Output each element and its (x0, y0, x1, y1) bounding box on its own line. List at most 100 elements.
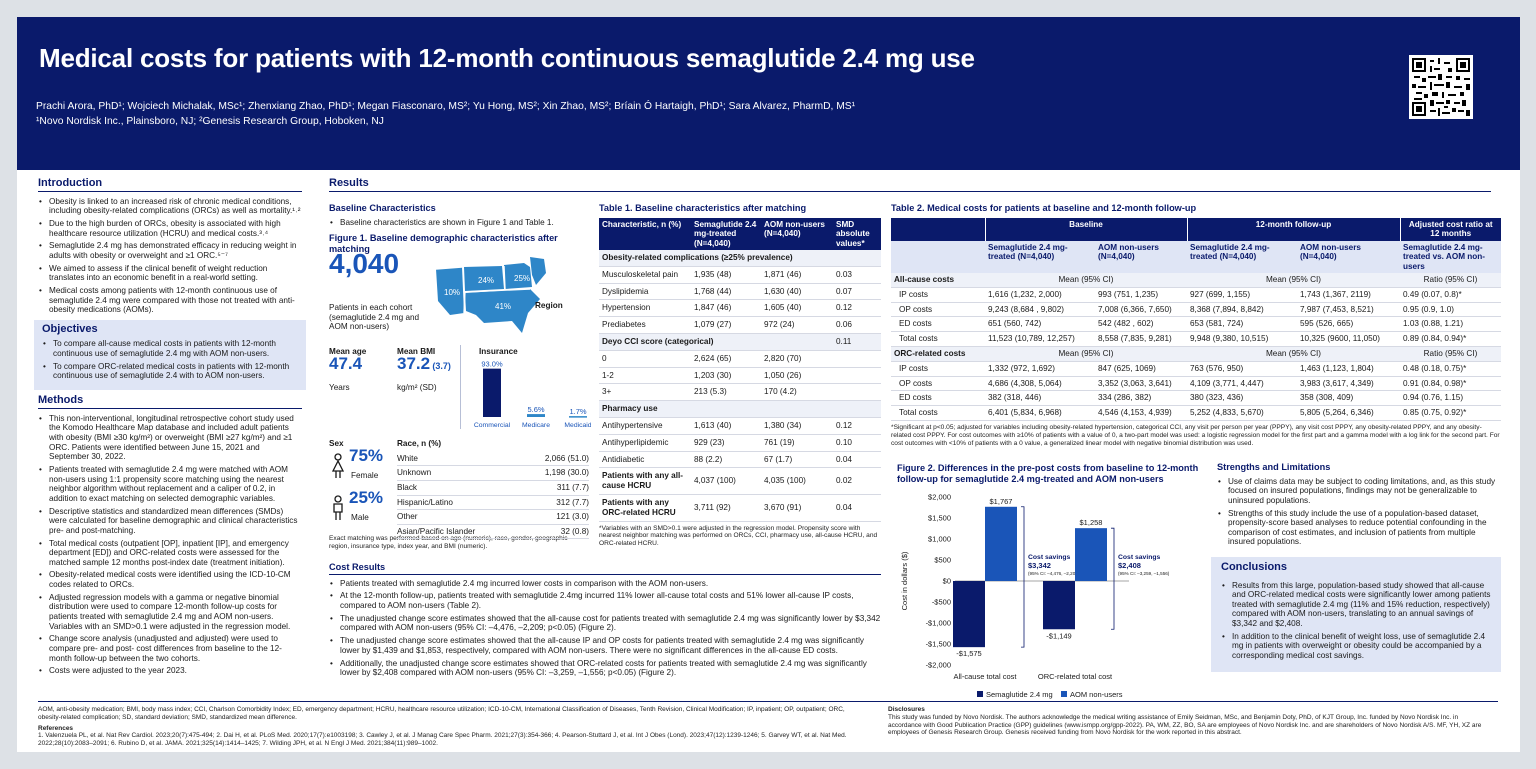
list-item: Costs were adjusted to the year 2023. (38, 666, 302, 676)
list-item: Results from this large, population-base… (1221, 581, 1491, 629)
table-cell: 1,935 (48) (691, 266, 761, 284)
table-cell: 9,948 (9,380, 10,515) (1187, 331, 1297, 348)
list-item: Strengths of this study include the use … (1217, 509, 1503, 547)
figure1-title: Figure 1. Baseline demographic character… (329, 233, 558, 255)
table-cell: OP costs (891, 302, 985, 318)
race-row: Asian/Pacific Islander 32 (0.8) (397, 525, 589, 540)
table-cell: 1,613 (40) (691, 417, 761, 435)
race-value: 1,198 (30.0) (544, 468, 589, 478)
y-tick-label: -$1,000 (926, 619, 951, 628)
table-cell: ED costs (891, 390, 985, 407)
table-group-cell: Obesity-related complications (≥25% prev… (599, 250, 881, 267)
table-cell: 358 (308, 409) (1297, 390, 1400, 407)
race-label: White (397, 453, 418, 463)
y-tick-label: $0 (943, 577, 951, 586)
table-cell: 0.10 (833, 434, 881, 452)
table2-sub-header: Semaglutide 2.4 mg-treated (N=4,040) (1187, 240, 1297, 274)
table-row: Pharmacy use (599, 400, 881, 419)
list-item: Patients treated with semaglutide 2.4 mg… (329, 579, 881, 589)
footer-divider (38, 701, 1498, 702)
table-cell: 1,605 (40) (761, 299, 833, 318)
table1-section: Table 1. Baseline characteristics after … (599, 201, 881, 548)
results-heading: Results (329, 178, 1491, 192)
figure2-section: Figure 2. Differences in the pre-post co… (897, 463, 1209, 712)
y-tick-label: -$2,000 (926, 661, 951, 670)
table-cell: 0.85 (0.75, 0.92)* (1400, 405, 1501, 422)
male-pct: 25% (349, 488, 384, 508)
insurance-bar-chart: 93.0% Commercial 5.6% Medicare 1.7% Medicaid (474, 360, 591, 429)
table-section-row: ORC-related costs Mean (95% CI) Mean (95% … (891, 346, 1501, 362)
list-item: Use of claims data may be subject to cod… (1217, 477, 1503, 506)
race-value: 121 (3.0) (556, 512, 589, 522)
bmi-unit: kg/m² (SD) (397, 383, 437, 393)
table-cell: 3,352 (3,063, 3,641) (1095, 376, 1187, 392)
header-banner: Medical costs for patients with 12-month… (17, 17, 1520, 170)
table-cell: Mean (95% CI) (1187, 273, 1400, 288)
table-cell: 0.06 (833, 316, 881, 335)
race-row: Hispanic/Latino 312 (7.7) (397, 496, 589, 511)
region-northeast: 25% (514, 274, 530, 283)
table-row: IP costs 1,616 (1,232, 2,000) 993 (751, 1,… (891, 287, 1501, 303)
table-cell: Antidiabetic (599, 451, 691, 469)
sex-race-panel: Sex 75% Female 25% Male Race, n (%) Whit… (329, 439, 589, 540)
table-cell: Ratio (95% CI) (1400, 346, 1501, 362)
legend-swatch (1061, 691, 1067, 697)
table1-header: Characteristic, n (%) (599, 217, 691, 251)
female-icon (331, 453, 345, 479)
table-row: Patients with any ORC-related HCRU 3,711 … (599, 494, 881, 522)
table-cell: 595 (526, 665) (1297, 316, 1400, 333)
table-row: Hypertension 1,847 (46) 1,605 (40) 0.12 (599, 299, 881, 318)
table-cell: IP costs (891, 361, 985, 377)
race-value: 32 (0.8) (560, 526, 589, 536)
table-cell (833, 383, 881, 402)
table-cell: 0.48 (0.18, 0.75)* (1400, 361, 1501, 377)
table-cell: 1,743 (1,367, 2119) (1297, 287, 1400, 303)
table-row: Patients with any all-cause HCRU 4,037 (1… (599, 467, 881, 496)
table-cell: 1,332 (972, 1,692) (985, 361, 1095, 377)
race-rows: White 2,066 (51.0) Unknown 1,198 (30.0) Blac… (397, 452, 589, 540)
bar (953, 581, 985, 648)
table-row: Total costs 6,401 (5,834, 6,968) 4,546 (4,… (891, 405, 1501, 422)
y-tick-label: -$500 (932, 598, 951, 607)
table-cell: 11,523 (10,789, 12,257) (985, 331, 1095, 348)
table-cell: 0.12 (833, 417, 881, 435)
savings-ci: (95% CI: –4,476, –2,209) (1028, 571, 1080, 576)
race-label: Black (397, 482, 418, 492)
table-cell: 763 (576, 950) (1187, 361, 1297, 377)
table-cell: 3+ (599, 383, 691, 402)
list-item: The unadjusted change score estimates sh… (329, 636, 881, 655)
region-label: Region (535, 301, 563, 311)
abbreviations: AOM, anti-obesity medication; BMI, body … (38, 706, 845, 721)
objectives-list: To compare all-cause medical costs in pa… (42, 339, 298, 381)
table-cell: 7,987 (7,453, 8,521) (1297, 302, 1400, 318)
table1-header: AOM non-users (N=4,040) (761, 217, 833, 251)
list-item: Medical costs among patients with 12-mon… (38, 286, 302, 315)
bar-value-label: $1,767 (990, 497, 1013, 506)
race-label: Asian/Pacific Islander (397, 526, 476, 536)
qr-code-icon[interactable] (1409, 55, 1473, 119)
disclosures-heading: Disclosures (888, 706, 925, 713)
table-cell: Total costs (891, 405, 985, 422)
divider (460, 345, 461, 430)
table-row: Antihyperlipidemic 929 (23) 761 (19) 0.10 (599, 434, 881, 452)
table-row: 1-2 1,203 (30) 1,050 (26) (599, 367, 881, 385)
table-cell: 382 (318, 446) (985, 390, 1095, 407)
list-item: Due to the high burden of ORCs, obesity … (38, 219, 302, 238)
female-pct: 75% (349, 446, 384, 466)
table-cell: 0.89 (0.84, 0.94)* (1400, 331, 1501, 348)
legend-swatch (977, 691, 983, 697)
y-tick-label: -$1,500 (926, 640, 951, 649)
table-group-cell: Pharmacy use (599, 400, 881, 419)
left-column: Introduction Obesity is linked to an inc… (34, 178, 306, 679)
category-label: ORC-related total cost (1038, 672, 1113, 681)
table-cell: ORC-related costs (891, 346, 985, 362)
table1-note: *Variables with an SMD>0.1 were adjusted… (599, 524, 878, 548)
table-cell: 1,380 (34) (761, 417, 833, 435)
table-cell: 1,079 (27) (691, 316, 761, 335)
list-item: Semaglutide 2.4 mg has demonstrated effi… (38, 241, 302, 260)
list-item: Patients treated with semaglutide 2.4 mg… (38, 465, 302, 503)
table-cell: 0 (599, 350, 691, 368)
table-row: Musculoskeletal pain 1,935 (48) 1,871 (46)… (599, 266, 881, 284)
baseline-heading: Baseline Characteristics (329, 203, 436, 213)
disclosures: This study was funded by Novo Nordisk. T… (888, 713, 1482, 737)
